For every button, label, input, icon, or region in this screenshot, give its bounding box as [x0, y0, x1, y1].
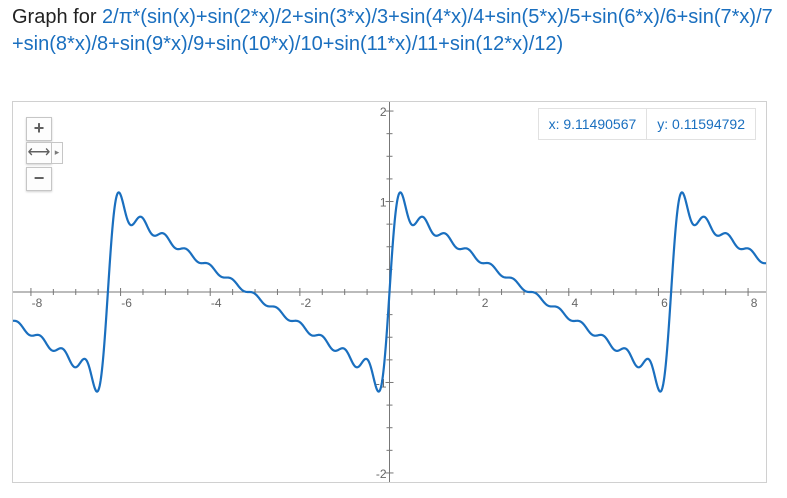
y-readout: y: 0.11594792 [646, 109, 755, 139]
plot-area[interactable]: -8 -6 -4 -2 2 4 6 8 2 1 -1 -2 + ⟷ ▸ − x: 9.11490567… [12, 101, 767, 483]
y-tick-label: 2 [380, 105, 387, 119]
pan-horizontal-icon[interactable]: ⟷ [26, 142, 52, 164]
x-readout: x: 9.11490567 [548, 116, 637, 132]
graph-title: Graph for 2/π*(sin(x)+sin(2*x)/2+sin(3*x… [12, 4, 777, 58]
y-tick-label: 1 [380, 196, 387, 210]
x-tick-label: 4 [571, 296, 578, 310]
x-tick-label: -4 [211, 296, 222, 310]
zoom-controls: + ⟷ ▸ − [26, 117, 74, 192]
function-curve [13, 191, 766, 393]
x-tick-label: -2 [301, 296, 312, 310]
x-tick-label: 6 [661, 296, 668, 310]
zoom-out-button[interactable]: − [26, 167, 52, 191]
pan-arrow-icon[interactable]: ▸ [51, 142, 63, 164]
x-tick-label: -6 [121, 296, 132, 310]
y-tick-label: -2 [376, 467, 387, 481]
x-tick-label: 2 [482, 296, 489, 310]
chart-canvas[interactable]: -8 -6 -4 -2 2 4 6 821-1-2 [13, 102, 766, 482]
x-tick-label: -8 [32, 296, 43, 310]
zoom-in-button[interactable]: + [26, 117, 52, 141]
formula-link[interactable]: 2/π*(sin(x)+sin(2*x)/2+sin(3*x)/3+sin(4*… [12, 6, 773, 55]
title-prefix: Graph for [12, 6, 103, 28]
coordinate-readout: x: 9.11490567 y: 0.11594792 [537, 108, 756, 140]
x-tick-label: 8 [751, 296, 758, 310]
